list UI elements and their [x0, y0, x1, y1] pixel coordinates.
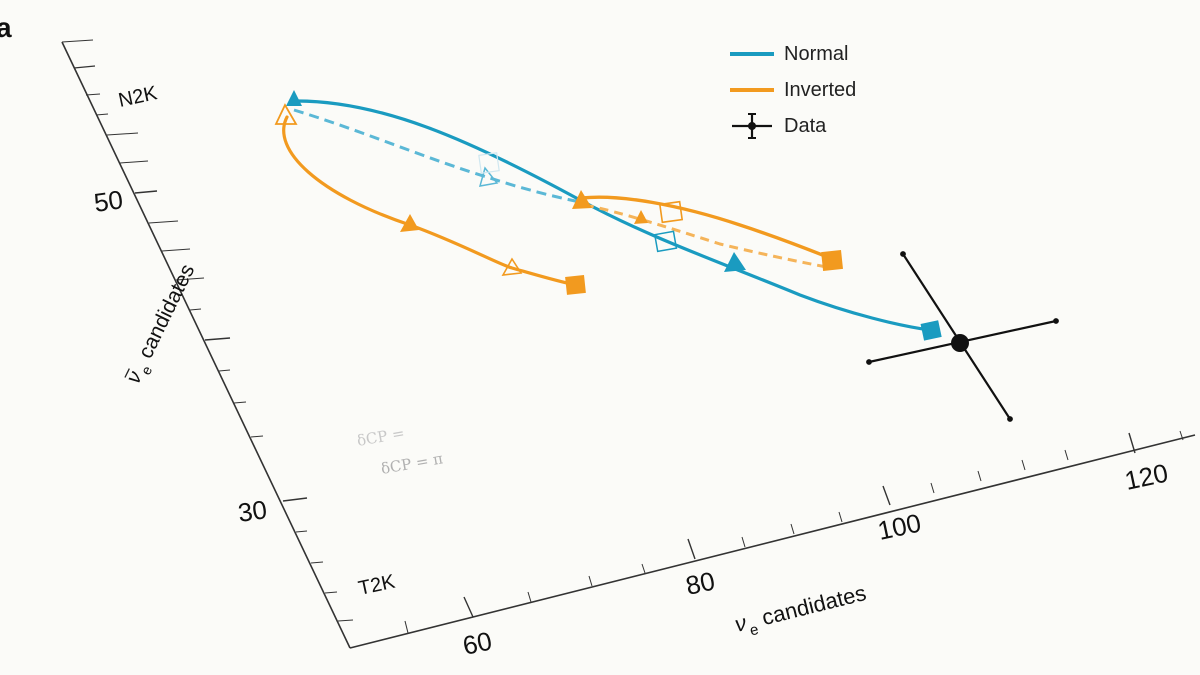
normal-line-swatch-icon — [730, 52, 774, 56]
inverted-line-swatch-icon — [730, 88, 774, 92]
normal-dashed-curve — [293, 108, 581, 204]
x-tick-label-80: 80 — [683, 566, 718, 601]
inverted-t2k-filled-triangle-marker — [572, 190, 592, 209]
normal-filled-triangle-marker-2 — [724, 252, 746, 272]
inverted-filled-triangle-marker — [400, 214, 419, 232]
delta-cp-pi-label: δCP = π — [380, 449, 445, 478]
normal-solid-curve — [292, 99, 932, 332]
inverted-t2k-curve — [580, 195, 832, 260]
svg-text:candidates: candidates — [759, 580, 868, 630]
experiment-label-bottom: T2K — [356, 571, 397, 600]
legend-item-inverted: Inverted — [730, 72, 856, 108]
inverted-filled-square-marker — [565, 275, 586, 295]
inverted-t2k-dashed-curve — [584, 203, 833, 270]
delta-cp-annotations: δCP = δCP = π — [356, 424, 445, 478]
y-axis — [61, 39, 354, 649]
errorbar-swatch-icon — [730, 111, 774, 141]
y-tick-label-50: 50 — [92, 184, 125, 218]
normal-open-square-marker — [653, 230, 678, 253]
data-point-errorbar — [866, 251, 1059, 422]
inverted-open-triangle-marker — [274, 103, 298, 125]
legend-label-normal: Normal — [784, 42, 849, 65]
inverted-t2k-filled-triangle-marker-2 — [634, 210, 648, 224]
normal-filled-triangle-marker — [286, 90, 302, 106]
svg-text:e: e — [748, 621, 760, 640]
experiment-label-top: N2K — [116, 82, 159, 112]
y-axis-title: ν e candidates — [122, 261, 199, 388]
legend-label-data: Data — [784, 114, 827, 137]
normal-open-triangle-marker — [478, 166, 499, 187]
normal-faint-open-square-marker — [478, 152, 500, 174]
legend-item-data: Data — [730, 108, 856, 144]
x-axis — [349, 430, 1196, 649]
x-tick-label-60: 60 — [460, 626, 495, 661]
inverted-n2k-curve — [282, 115, 578, 287]
inverted-open-square-marker — [658, 200, 684, 224]
y-tick-label-30: 30 — [236, 494, 269, 528]
legend-label-inverted: Inverted — [784, 78, 857, 101]
x-tick-label-120: 120 — [1122, 458, 1171, 496]
inverted-open-triangle-marker-2 — [501, 257, 523, 276]
panel-label: a — [0, 12, 12, 43]
normal-filled-square-marker — [920, 320, 942, 341]
markers — [274, 90, 942, 341]
inverted-t2k-filled-square-marker — [821, 250, 843, 271]
legend-item-normal: Normal — [730, 36, 856, 72]
svg-text:ν: ν — [732, 610, 749, 637]
delta-cp-label-faint: δCP = — [356, 424, 406, 450]
legend: Normal Inverted Data — [730, 36, 856, 144]
x-axis-title: ν e candidates — [732, 580, 868, 640]
